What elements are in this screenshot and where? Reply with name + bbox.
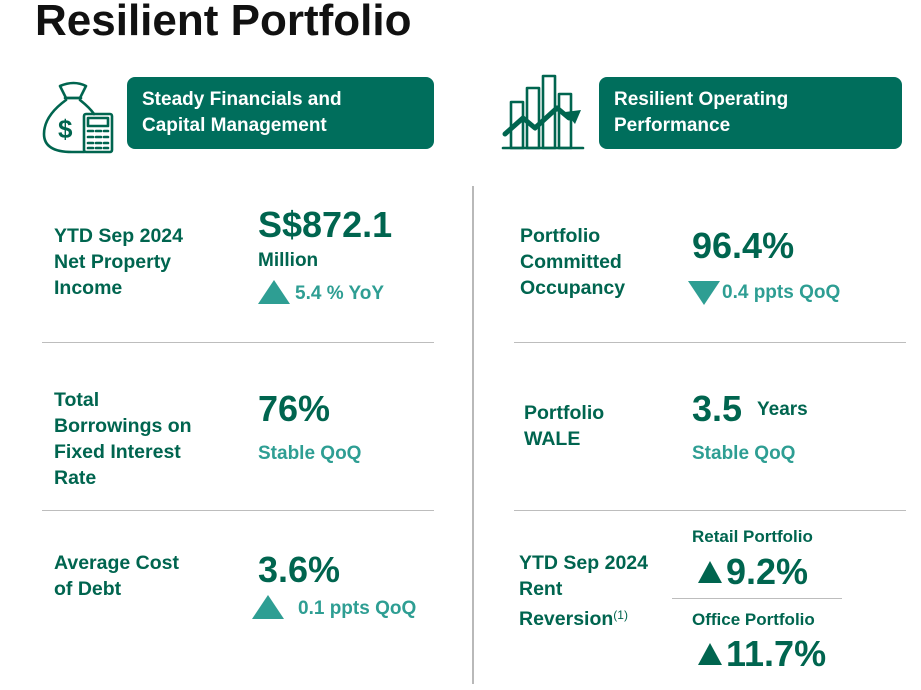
cost-of-debt-label: Average Cost of Debt	[54, 552, 179, 600]
wale-unit: Years	[757, 399, 808, 420]
column-divider	[472, 186, 474, 684]
cost-of-debt-change: 0.1 ppts QoQ	[298, 598, 417, 619]
increase-triangle-icon	[252, 595, 284, 619]
retail-portfolio-label: Retail Portfolio	[692, 527, 813, 546]
operating-banner: Resilient Operating Performance	[599, 77, 902, 149]
operating-banner-line2: Performance	[614, 115, 731, 136]
decrease-triangle-icon	[688, 281, 720, 305]
financials-banner-line2: Capital Management	[142, 115, 327, 136]
operating-banner-line1: Resilient Operating	[614, 89, 789, 110]
divider-line	[42, 510, 434, 511]
npi-value: S$872.1	[258, 204, 393, 245]
rent-reversion-label: YTD Sep 2024 Rent Reversion(1)	[519, 552, 648, 630]
occupancy-change: 0.4 ppts QoQ	[722, 282, 841, 303]
fixed-rate-change: Stable QoQ	[258, 443, 362, 464]
divider-line	[514, 342, 906, 343]
occupancy-value: 96.4%	[692, 225, 795, 266]
divider-line	[514, 510, 906, 511]
retail-portfolio-value: 9.2%	[726, 551, 809, 592]
footnote-marker: (1)	[613, 608, 628, 622]
occupancy-label: Portfolio Committed Occupancy	[520, 225, 626, 299]
svg-text:$: $	[58, 114, 73, 144]
increase-triangle-icon	[258, 280, 290, 304]
money-bag-calculator-icon: $	[42, 81, 114, 154]
npi-label: YTD Sep 2024 Net Property Income	[54, 225, 183, 299]
divider-line	[672, 598, 842, 599]
increase-triangle-icon	[698, 561, 722, 583]
fixed-rate-value: 76%	[258, 388, 331, 429]
wale-change: Stable QoQ	[692, 443, 796, 464]
page-title: Resilient Portfolio	[35, 0, 412, 45]
increase-triangle-icon	[698, 643, 722, 665]
bar-chart-arrow-icon	[501, 74, 585, 150]
fixed-rate-label: Total Borrowings on Fixed Interest Rate	[54, 389, 192, 489]
divider-line	[42, 342, 434, 343]
cost-of-debt-value: 3.6%	[258, 549, 341, 590]
office-portfolio-value: 11.7%	[726, 633, 827, 674]
wale-value: 3.5	[692, 388, 743, 429]
financials-banner: Steady Financials and Capital Management	[127, 77, 434, 149]
wale-label: Portfolio WALE	[524, 402, 605, 450]
office-portfolio-label: Office Portfolio	[692, 610, 815, 629]
npi-change: 5.4 % YoY	[295, 283, 385, 304]
npi-unit: Million	[258, 250, 319, 271]
financials-banner-line1: Steady Financials and	[142, 89, 342, 110]
